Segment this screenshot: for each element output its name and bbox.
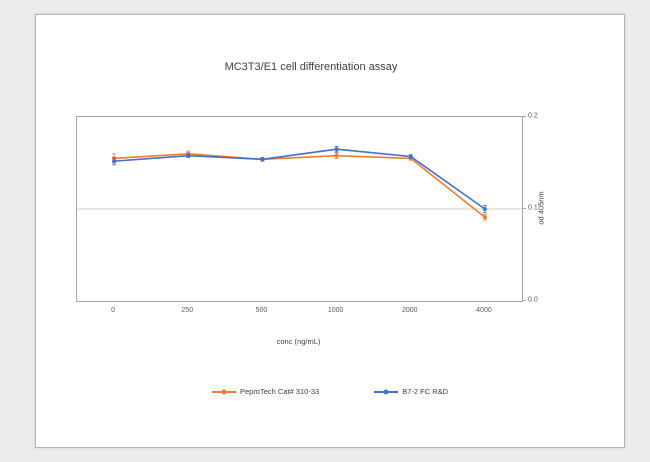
- legend-label-series-1: B7-2 FC R&D: [402, 387, 449, 396]
- x-tick-label: 250: [181, 307, 194, 314]
- chart-page: MC3T3/E1 cell differentiation assay 0.2 …: [35, 14, 625, 448]
- legend-marker-icon: [383, 389, 389, 394]
- y-tick-label-min: 0.0: [528, 296, 538, 304]
- y-tickmark-max: [522, 116, 526, 117]
- y-tick-label-mid: 0.1: [528, 204, 538, 212]
- x-tick-label: 2000: [401, 307, 418, 314]
- chart-title: MC3T3/E1 cell differentiation assay: [224, 61, 398, 73]
- x-tick-label: 500: [255, 307, 268, 314]
- legend-item-series-1: B7-2 FC R&D: [374, 387, 448, 396]
- legend-item-series-0: PeproTech Cat# 310-33: [211, 387, 320, 396]
- x-axis-ticks: 0 250 500 1000 2000 4000: [76, 307, 521, 314]
- legend-marker-icon: [221, 389, 227, 394]
- legend-swatch-series-1: [374, 389, 399, 394]
- chart-legend: PeproTech Cat# 310-33 B7-2 FC R&D: [36, 387, 624, 396]
- y-tick-label-max: 0.2: [528, 112, 538, 120]
- y-tickmark-mid: [522, 208, 526, 209]
- x-tick-label: 1000: [327, 307, 344, 314]
- plot-area: [76, 116, 523, 302]
- y-tickmark-min: [522, 300, 526, 301]
- y-axis-title: od 405nm: [536, 191, 546, 225]
- x-tick-label: 4000: [476, 307, 492, 314]
- chart-plot-svg: [77, 146, 522, 221]
- legend-swatch-series-0: [211, 389, 236, 394]
- x-tick-label: 0: [111, 307, 116, 314]
- legend-label-series-0: PeproTech Cat# 310-33: [239, 387, 320, 396]
- x-axis-title: conc (ng/mL): [276, 337, 321, 346]
